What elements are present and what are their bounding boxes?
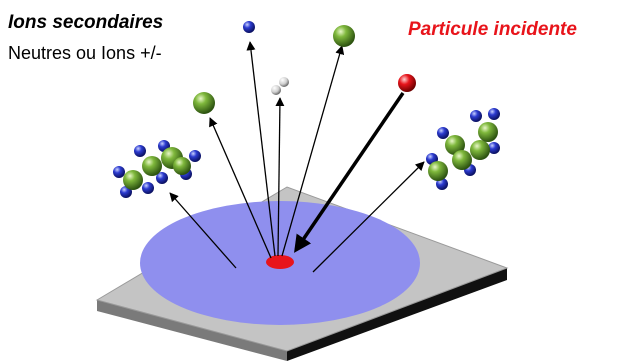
sample-surface bbox=[95, 186, 509, 361]
surface-right-side bbox=[287, 268, 507, 361]
incident-particle-group bbox=[294, 74, 416, 253]
impact-point bbox=[266, 255, 294, 269]
incident-particle-label: Particule incidente bbox=[408, 19, 577, 40]
arrow-to-white-atom bbox=[275, 97, 285, 257]
incident-arrow bbox=[294, 92, 405, 253]
secondary-ions-label: Ions secondaires bbox=[8, 12, 164, 33]
ejection-arrows bbox=[169, 41, 425, 273]
green-atom-icon bbox=[193, 92, 215, 114]
right-molecule-cluster bbox=[426, 108, 500, 190]
arrow-to-green-atom bbox=[209, 117, 272, 259]
left-molecule-cluster bbox=[113, 140, 201, 198]
arrow-to-left-molecule bbox=[169, 192, 237, 269]
secondary-ions-subtitle: Neutres ou Ions +/- bbox=[8, 43, 162, 63]
green-atom-icon bbox=[333, 25, 355, 47]
red-incident-particle-icon bbox=[398, 74, 416, 92]
surface-left-side bbox=[97, 300, 287, 361]
arrow-to-blue-atom bbox=[246, 41, 276, 257]
arrow-to-top-green-atom bbox=[281, 45, 345, 257]
blue-atom-icon bbox=[243, 21, 255, 33]
arrow-to-right-molecule bbox=[312, 161, 425, 273]
white-atom-icon bbox=[271, 77, 289, 95]
